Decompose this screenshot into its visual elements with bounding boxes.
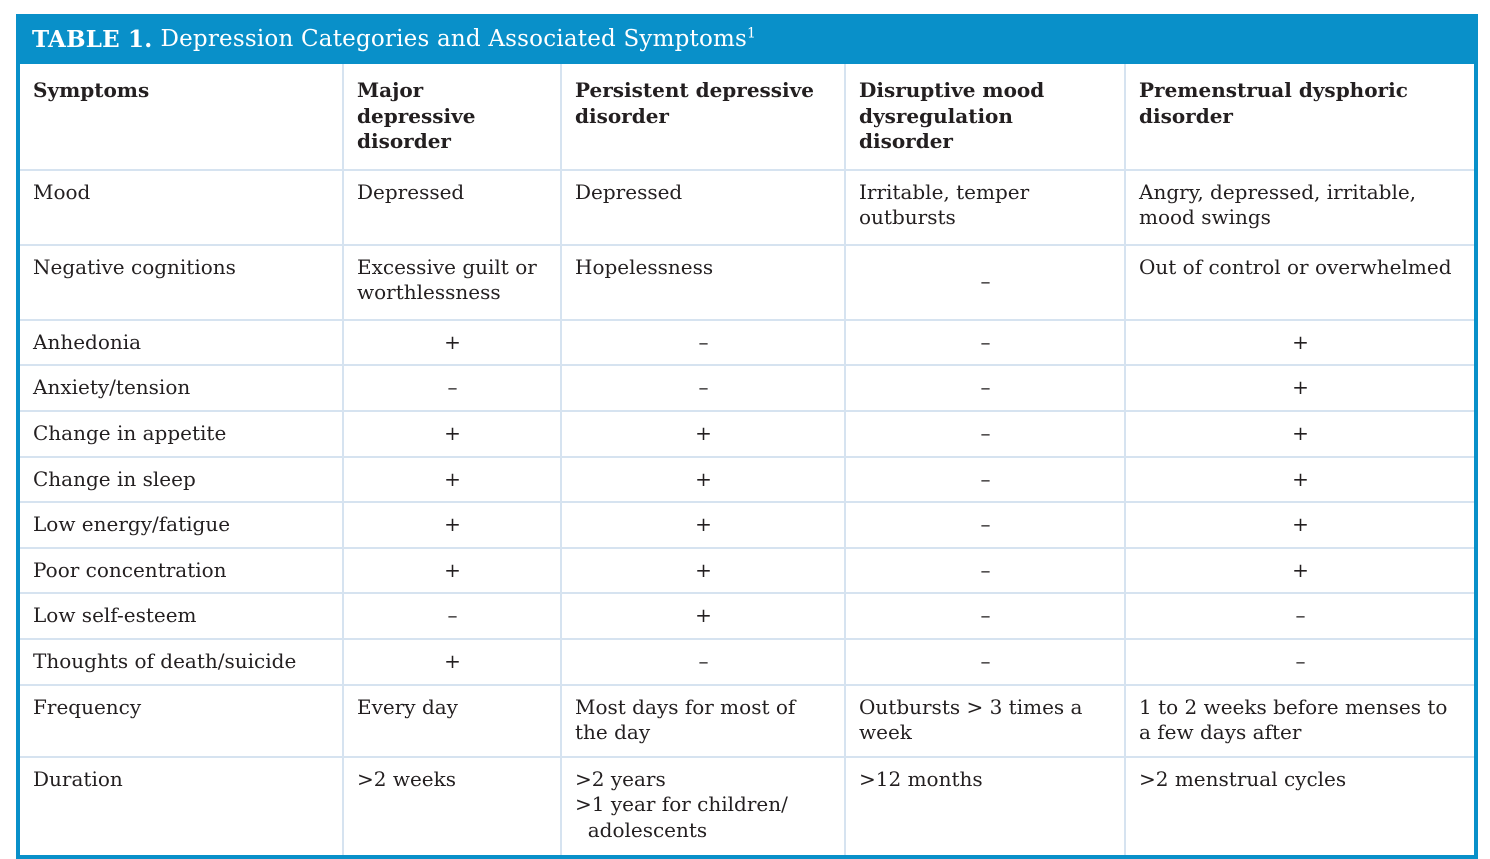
cell: +	[1124, 409, 1474, 457]
cell: Irritable, temper outbursts	[844, 168, 1125, 245]
cell: Depressed	[560, 168, 845, 245]
footnote-reference: 1	[747, 25, 757, 42]
cell: Angry, depressed, irritable, mood swings	[1124, 168, 1474, 245]
row-label: Poor concentration	[20, 546, 343, 594]
cell: +	[342, 501, 561, 548]
cell: >2 menstrual cycles	[1124, 755, 1474, 855]
row-label: Thoughts of death/suicide	[20, 637, 343, 685]
cell: Excessive guilt or worthlessness	[342, 243, 561, 320]
row-mood: Mood Depressed Depressed Irritable, temp…	[20, 168, 1474, 245]
cell: +	[560, 592, 845, 639]
cell: +	[1124, 546, 1474, 594]
row-label: Change in sleep	[20, 455, 343, 503]
row-low-self-esteem: Low self-esteem – + – –	[20, 592, 1474, 639]
row-low-energy-fatigue: Low energy/fatigue + + – +	[20, 501, 1474, 548]
cell: +	[560, 409, 845, 457]
table-title-bar: TABLE 1. Depression Categories and Assoc…	[16, 14, 1478, 64]
row-label: Anxiety/tension	[20, 364, 343, 411]
cell: –	[844, 318, 1125, 366]
table-number-label: TABLE 1.	[32, 25, 153, 53]
cell: Out of control or overwhelmed	[1124, 243, 1474, 320]
cell: +	[1124, 318, 1474, 366]
cell: –	[560, 364, 845, 411]
cell: Every day	[342, 683, 561, 757]
cell: –	[1124, 592, 1474, 639]
cell: +	[342, 546, 561, 594]
depression-categories-table: TABLE 1. Depression Categories and Assoc…	[16, 14, 1478, 859]
cell: –	[844, 592, 1125, 639]
col-header-disruptive-mood-dysregulation-disorder: Disruptive mood dysregulation disorder	[844, 64, 1125, 170]
cell: +	[342, 409, 561, 457]
cell: 1 to 2 weeks before menses to a few days…	[1124, 683, 1474, 757]
row-thoughts-of-death-suicide: Thoughts of death/suicide + – – –	[20, 637, 1474, 685]
cell: –	[844, 409, 1125, 457]
cell: +	[560, 546, 845, 594]
cell: +	[342, 637, 561, 685]
cell: >12 months	[844, 755, 1125, 855]
col-header-persistent-depressive-disorder: Persistent depressive disorder	[560, 64, 845, 170]
row-label: Negative cognitions	[20, 243, 343, 320]
cell: –	[844, 364, 1125, 411]
col-header-major-depressive-disorder: Major depressive disorder	[342, 64, 561, 170]
row-label: Mood	[20, 168, 343, 245]
row-label: Anhedonia	[20, 318, 343, 366]
cell: Hopelessness	[560, 243, 845, 320]
table-title: Depression Categories and Associated Sym…	[160, 25, 757, 52]
col-header-premenstrual-dysphoric-disorder: Premenstrual dysphoric disorder	[1124, 64, 1474, 170]
cell: Most days for most of the day	[560, 683, 845, 757]
cell: –	[844, 637, 1125, 685]
cell: +	[342, 318, 561, 366]
row-label: Duration	[20, 755, 343, 855]
table-grid: Symptoms Major depressive disorder Persi…	[16, 64, 1478, 859]
cell: –	[844, 243, 1125, 320]
cell: +	[1124, 501, 1474, 548]
cell: +	[1124, 364, 1474, 411]
row-anhedonia: Anhedonia + – – +	[20, 318, 1474, 366]
header-row: Symptoms Major depressive disorder Persi…	[20, 64, 1474, 170]
row-anxiety-tension: Anxiety/tension – – – +	[20, 364, 1474, 411]
col-header-symptoms: Symptoms	[33, 78, 150, 102]
row-frequency: Frequency Every day Most days for most o…	[20, 683, 1474, 757]
cell: –	[1124, 637, 1474, 685]
cell: –	[342, 592, 561, 639]
cell: +	[1124, 455, 1474, 503]
cell: Outbursts > 3 times a week	[844, 683, 1125, 757]
cell: +	[560, 501, 845, 548]
row-label: Low self-esteem	[20, 592, 343, 639]
row-change-in-sleep: Change in sleep + + – +	[20, 455, 1474, 503]
cell: >2 years >1 year for children/ adolescen…	[560, 755, 845, 855]
row-duration: Duration >2 weeks >2 years >1 year for c…	[20, 755, 1474, 855]
cell: –	[342, 364, 561, 411]
row-negative-cognitions: Negative cognitions Excessive guilt or w…	[20, 243, 1474, 320]
cell: +	[342, 455, 561, 503]
cell: +	[560, 455, 845, 503]
symptom-comparison-table: Symptoms Major depressive disorder Persi…	[20, 64, 1474, 855]
cell: >2 weeks	[342, 755, 561, 855]
row-poor-concentration: Poor concentration + + – +	[20, 546, 1474, 594]
cell: –	[844, 455, 1125, 503]
cell: –	[560, 318, 845, 366]
cell: –	[844, 501, 1125, 548]
cell: –	[560, 637, 845, 685]
row-change-in-appetite: Change in appetite + + – +	[20, 409, 1474, 457]
cell: Depressed	[342, 168, 561, 245]
row-label: Frequency	[20, 683, 343, 757]
cell: –	[844, 546, 1125, 594]
row-label: Low energy/fatigue	[20, 501, 343, 548]
row-label: Change in appetite	[20, 409, 343, 457]
